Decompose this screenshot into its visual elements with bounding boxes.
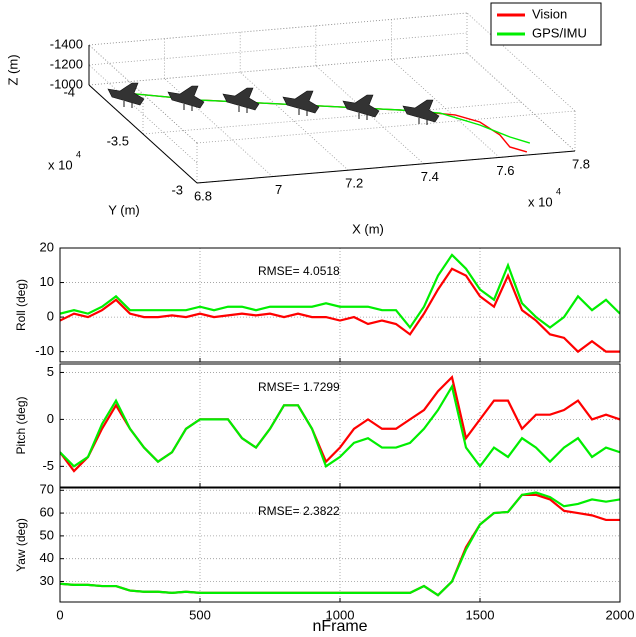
z-tick-label: -1000	[50, 76, 83, 91]
y-tick-label: -3	[171, 182, 183, 197]
x-scale-exp: 4	[556, 186, 561, 196]
grid-line	[142, 101, 522, 135]
box-edge	[88, 12, 468, 46]
box-edge	[196, 110, 576, 144]
x-tick-label: 1500	[466, 607, 495, 622]
y-tick-label: 20	[40, 239, 54, 254]
x-tick-label: 7.6	[496, 163, 514, 178]
x-tick-label: 6.8	[194, 188, 212, 203]
x-tick-label: 7	[275, 182, 282, 197]
x-axis-label: X (m)	[352, 221, 384, 236]
z-tick-label: -1200	[50, 56, 83, 71]
z-axis-label: Z (m)	[5, 54, 20, 85]
axis	[88, 84, 198, 184]
z-tick-label: -1400	[50, 36, 83, 51]
plot-frame	[59, 487, 621, 603]
x-tick-label: 7.2	[345, 176, 363, 191]
y-scale-label: x 10	[48, 157, 73, 172]
aircraft-icon	[222, 87, 260, 111]
axis	[196, 150, 576, 184]
annotation: RMSE= 4.0518	[258, 264, 340, 278]
grid-line	[88, 32, 468, 66]
y-axis-label: Pitch (deg)	[14, 396, 28, 454]
series-line	[60, 253, 620, 330]
y-scale-exp: 4	[76, 149, 81, 159]
grid-line	[88, 52, 468, 86]
y-tick-label: -4	[63, 84, 75, 99]
y-tick-label: 5	[47, 364, 54, 379]
x-axis-label: nFrame	[312, 618, 367, 635]
y-tick-label: 60	[40, 505, 54, 520]
legend-box	[490, 2, 602, 46]
y-tick-label: -3.5	[107, 133, 129, 148]
y-axis-label: Yaw (deg)	[14, 518, 28, 572]
aircraft-icon	[107, 82, 145, 106]
grid-line	[239, 71, 349, 171]
box-edge	[466, 52, 576, 152]
y-tick-label: 40	[40, 550, 54, 565]
x-tick-label: 500	[189, 607, 211, 622]
y-tick-label: -10	[35, 343, 54, 358]
x-scale-label: x 10	[528, 194, 553, 209]
x-tick-label: 1000	[326, 607, 355, 622]
x-tick-label: 2000	[606, 607, 635, 622]
series-line	[60, 267, 620, 354]
box-edge	[466, 12, 576, 112]
grid-line	[88, 64, 198, 164]
plot-frame	[59, 363, 621, 488]
annotation: RMSE= 2.3822	[258, 504, 340, 518]
x-tick-label: 0	[56, 607, 63, 622]
x-tick-label: 7.8	[572, 156, 590, 171]
y-tick-label: 10	[40, 274, 54, 289]
y-tick-label: 0	[47, 411, 54, 426]
x-tick-label: 7.4	[421, 169, 439, 184]
plot-frame	[59, 247, 621, 363]
aircraft-icon	[282, 90, 320, 114]
y-tick-label: 70	[40, 482, 54, 497]
y-tick-label: 30	[40, 573, 54, 588]
y-axis-label: Roll (deg)	[14, 279, 28, 331]
y-axis-label: Y (m)	[108, 202, 140, 217]
series-line	[60, 491, 620, 597]
legend-label: GPS/IMU	[532, 25, 587, 40]
aircraft-icon	[402, 99, 440, 123]
aircraft-icon	[167, 85, 205, 109]
y-tick-label: 0	[47, 309, 54, 324]
y-tick-label: -5	[42, 458, 54, 473]
legend-label: Vision	[532, 6, 567, 21]
annotation: RMSE= 1.7299	[258, 380, 340, 394]
y-tick-label: 50	[40, 527, 54, 542]
aircraft-icon	[342, 94, 380, 118]
series-line	[60, 383, 620, 469]
